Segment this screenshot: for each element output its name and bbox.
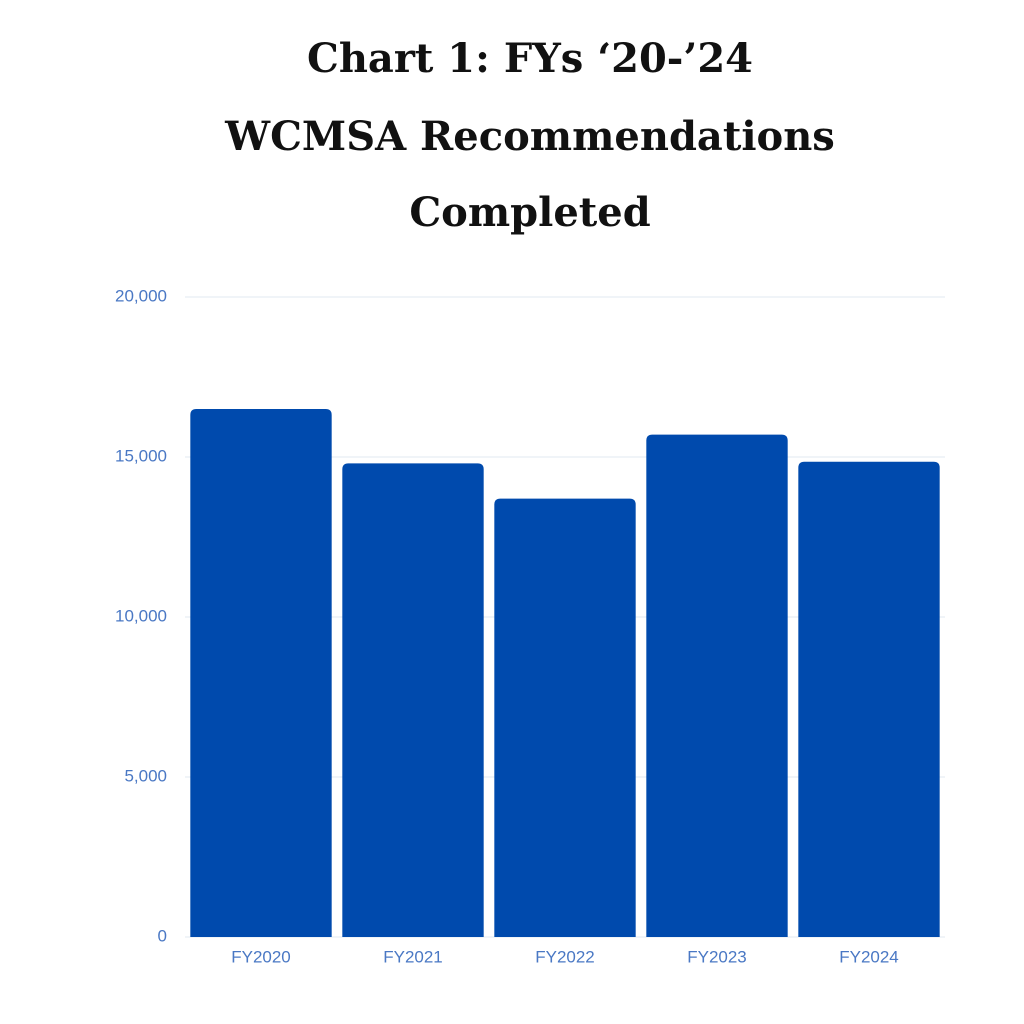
y-tick-label: 0 [158,926,167,945]
bar [646,434,788,937]
x-tick-label: FY2022 [535,947,595,966]
chart-title: Chart 1: FYs ‘20-’24 [307,35,753,82]
x-tick-label: FY2023 [687,947,747,966]
y-tick-label: 20,000 [115,286,167,305]
chart-title: Completed [409,189,650,236]
x-tick-label: FY2024 [839,947,899,966]
chart-title: WCMSA Recommendations [224,113,835,160]
y-tick-label: 15,000 [115,446,167,465]
y-tick-label: 10,000 [115,606,167,625]
x-tick-label: FY2020 [231,947,291,966]
x-tick-label: FY2021 [383,947,443,966]
bar [342,463,484,937]
y-tick-label: 5,000 [124,766,167,785]
bar [494,498,636,937]
bar [798,461,940,937]
bar [190,409,332,937]
